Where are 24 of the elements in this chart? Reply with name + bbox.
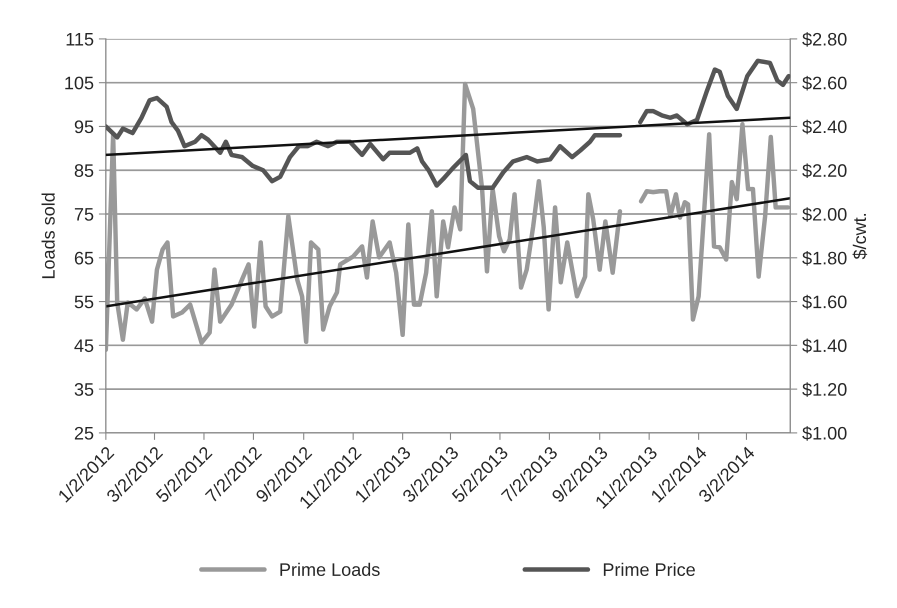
y2-tick-label: $2.20 [802, 163, 847, 178]
y-tick-label: 45 [74, 339, 94, 352]
y2-tick-label: $2.40 [802, 120, 847, 134]
y-tick-label: 105 [65, 76, 94, 90]
y2-tick-label: $1.60 [802, 294, 847, 310]
y-tick-label: 115 [66, 33, 94, 46]
y-tick-label: 25 [74, 426, 94, 440]
y2-tick-label: $2.80 [802, 32, 847, 47]
y2-tick-label: $1.20 [802, 382, 847, 397]
y2-tick-label: $2.60 [802, 76, 847, 90]
y2-tick-label: $1.80 [802, 250, 847, 266]
legend-label: Prime Price [604, 562, 695, 576]
y-tick-label: 85 [74, 164, 94, 177]
y2-tick-label: $1.40 [802, 338, 847, 354]
y2-axis-title: $/cwt. [852, 214, 868, 260]
y-tick-label: 65 [74, 252, 94, 265]
y-tick-label: 75 [74, 208, 94, 221]
y2-tick-label: $1.00 [802, 426, 847, 441]
y-axis-title: Loads sold [42, 193, 55, 278]
y-tick-label: 55 [74, 296, 94, 308]
legend-label: Prime Loads [280, 562, 380, 576]
y2-tick-label: $2.00 [802, 207, 847, 222]
y-tick-label: 95 [74, 120, 94, 134]
y-tick-label: 35 [74, 383, 94, 396]
